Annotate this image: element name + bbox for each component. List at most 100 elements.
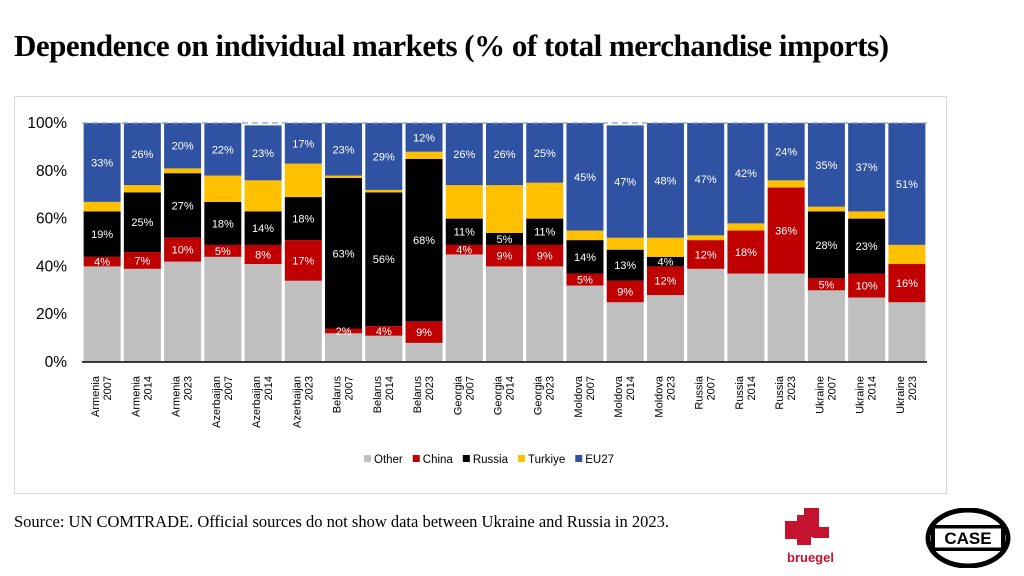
x-category-label: Russia 2014 bbox=[734, 375, 758, 410]
x-category-label: Moldova 2014 bbox=[613, 375, 637, 417]
bar-segment-eu27 bbox=[244, 125, 282, 181]
bar-segment-russia bbox=[445, 218, 483, 245]
bar-segment-turkiye bbox=[888, 244, 926, 265]
bar-segment-china bbox=[284, 240, 322, 281]
data-label-russia: 19% bbox=[91, 229, 113, 241]
data-label-russia: 27% bbox=[172, 200, 194, 212]
data-label-eu27: 20% bbox=[172, 141, 194, 153]
bar-segment-russia bbox=[284, 197, 322, 241]
bar-segment-turkiye bbox=[405, 151, 443, 159]
bar-segment-eu27 bbox=[204, 123, 242, 176]
bar-segment-china bbox=[365, 326, 403, 336]
x-category-year: 2007 bbox=[826, 376, 838, 400]
x-category-year: 2014 bbox=[625, 376, 637, 400]
bar-segment-china bbox=[566, 273, 604, 286]
x-category-label: Moldova 2007 bbox=[573, 375, 597, 417]
chart-panel: 0% 20% 40% 60% 80% 100% 4% 7% 10% 5% 8% 17% 2% 4% 9% 4%… bbox=[14, 96, 947, 494]
bar-segment-china bbox=[807, 278, 845, 291]
x-category-label: Azerbaijan 2014 bbox=[251, 376, 275, 428]
bar-segment-eu27 bbox=[325, 123, 363, 176]
bar-segment-russia bbox=[123, 192, 161, 253]
bruegel-wordmark: bruegel bbox=[787, 550, 834, 565]
x-category-label: Russia 2007 bbox=[694, 375, 718, 410]
x-category-year: 2023 bbox=[545, 376, 557, 400]
y-tick-label: 40% bbox=[36, 258, 67, 275]
bar-segment-russia bbox=[526, 218, 564, 245]
bar-segment-eu27 bbox=[646, 123, 684, 238]
data-label-eu27: 42% bbox=[735, 168, 757, 180]
bar-segment-turkiye bbox=[365, 189, 403, 193]
bar-segment-other bbox=[807, 290, 845, 362]
x-category-label: Ukraine 2014 bbox=[855, 376, 879, 414]
bar-segment-china bbox=[244, 244, 282, 265]
data-label-eu27: 17% bbox=[292, 138, 314, 150]
x-category-year: 2014 bbox=[142, 376, 154, 400]
bar-segment-turkiye bbox=[687, 235, 725, 241]
bar-segment-other bbox=[486, 266, 523, 362]
data-label-eu27: 24% bbox=[775, 147, 797, 159]
bar-segment-other bbox=[888, 302, 926, 362]
bar-segment-other bbox=[284, 280, 322, 362]
case-logo: CASE bbox=[925, 507, 1011, 573]
data-label-china: 4% bbox=[94, 257, 110, 269]
legend-swatch-turkiye bbox=[517, 455, 525, 462]
data-label-china: 12% bbox=[654, 276, 676, 288]
bar-segment-russia bbox=[325, 177, 363, 329]
bar-segment-china bbox=[164, 237, 202, 262]
data-label-eu27: 26% bbox=[493, 149, 515, 161]
x-category-label: Belarus 2007 bbox=[332, 376, 356, 414]
data-label-eu27: 29% bbox=[373, 151, 395, 163]
bar-segment-other bbox=[405, 342, 443, 362]
bar-segment-other bbox=[687, 268, 725, 362]
bar-segment-turkiye bbox=[164, 168, 202, 174]
bar-segment-eu27 bbox=[405, 123, 443, 152]
stacked-bar-chart: 0% 20% 40% 60% 80% 100% 4% 7% 10% 5% 8% 17% 2% 4% 9% 4%… bbox=[27, 115, 927, 466]
data-label-china: 8% bbox=[255, 249, 271, 261]
bar-segment-turkiye bbox=[123, 185, 161, 193]
bar-segment-eu27 bbox=[365, 123, 403, 190]
data-label-russia: 25% bbox=[131, 217, 153, 229]
x-category-country: Georgia bbox=[493, 375, 505, 415]
data-label-china: 5% bbox=[215, 246, 231, 258]
bar-segment-eu27 bbox=[888, 123, 926, 245]
x-category-country: Russia bbox=[694, 375, 706, 410]
data-label-eu27: 35% bbox=[815, 160, 837, 172]
data-label-china: 9% bbox=[497, 251, 513, 263]
bar-segment-other bbox=[244, 264, 282, 362]
bar-segment-turkiye bbox=[807, 206, 845, 212]
data-label-russia: 5% bbox=[497, 234, 513, 246]
bar-segment-turkiye bbox=[526, 182, 564, 219]
x-category-country: Belarus bbox=[372, 376, 384, 414]
bar-segment-turkiye bbox=[284, 163, 322, 198]
data-label-russia: 68% bbox=[413, 235, 435, 247]
data-label-china: 18% bbox=[735, 247, 757, 259]
bar-segment-turkiye bbox=[606, 237, 644, 250]
bar-segment-other bbox=[123, 268, 161, 362]
data-label-eu27: 48% bbox=[654, 175, 676, 187]
x-category-year: 2023 bbox=[665, 376, 677, 400]
x-category-country: Belarus bbox=[332, 376, 344, 414]
data-label-eu27: 47% bbox=[695, 174, 717, 186]
bar-segment-china bbox=[687, 240, 725, 269]
x-category-country: Azerbaijan bbox=[251, 376, 263, 428]
x-category-year: 2023 bbox=[424, 376, 436, 400]
x-category-country: Azerbaijan bbox=[211, 376, 223, 428]
bar-segment-china bbox=[848, 273, 886, 298]
data-label-russia: 23% bbox=[856, 241, 878, 253]
x-category-label: Armenia 2007 bbox=[90, 375, 114, 417]
x-category-country: Armenia bbox=[171, 375, 183, 417]
legend-swatch-other bbox=[364, 455, 371, 462]
x-category-label: Ukraine 2023 bbox=[895, 376, 919, 414]
bar-segment-other bbox=[164, 261, 202, 362]
x-category-country: Russia bbox=[774, 375, 786, 410]
data-label-russia: 56% bbox=[373, 254, 395, 266]
x-category-country: Ukraine bbox=[855, 376, 867, 414]
bar-segment-turkiye bbox=[848, 211, 886, 219]
bar-segment-other bbox=[606, 302, 644, 362]
x-category-country: Moldova bbox=[653, 375, 665, 417]
bar-segment-other bbox=[204, 256, 242, 362]
x-category-year: 2007 bbox=[102, 376, 114, 400]
bar-segment-russia bbox=[566, 240, 604, 274]
x-category-label: Georgia 2023 bbox=[533, 375, 557, 415]
x-category-label: Azerbaijan 2007 bbox=[211, 376, 235, 428]
